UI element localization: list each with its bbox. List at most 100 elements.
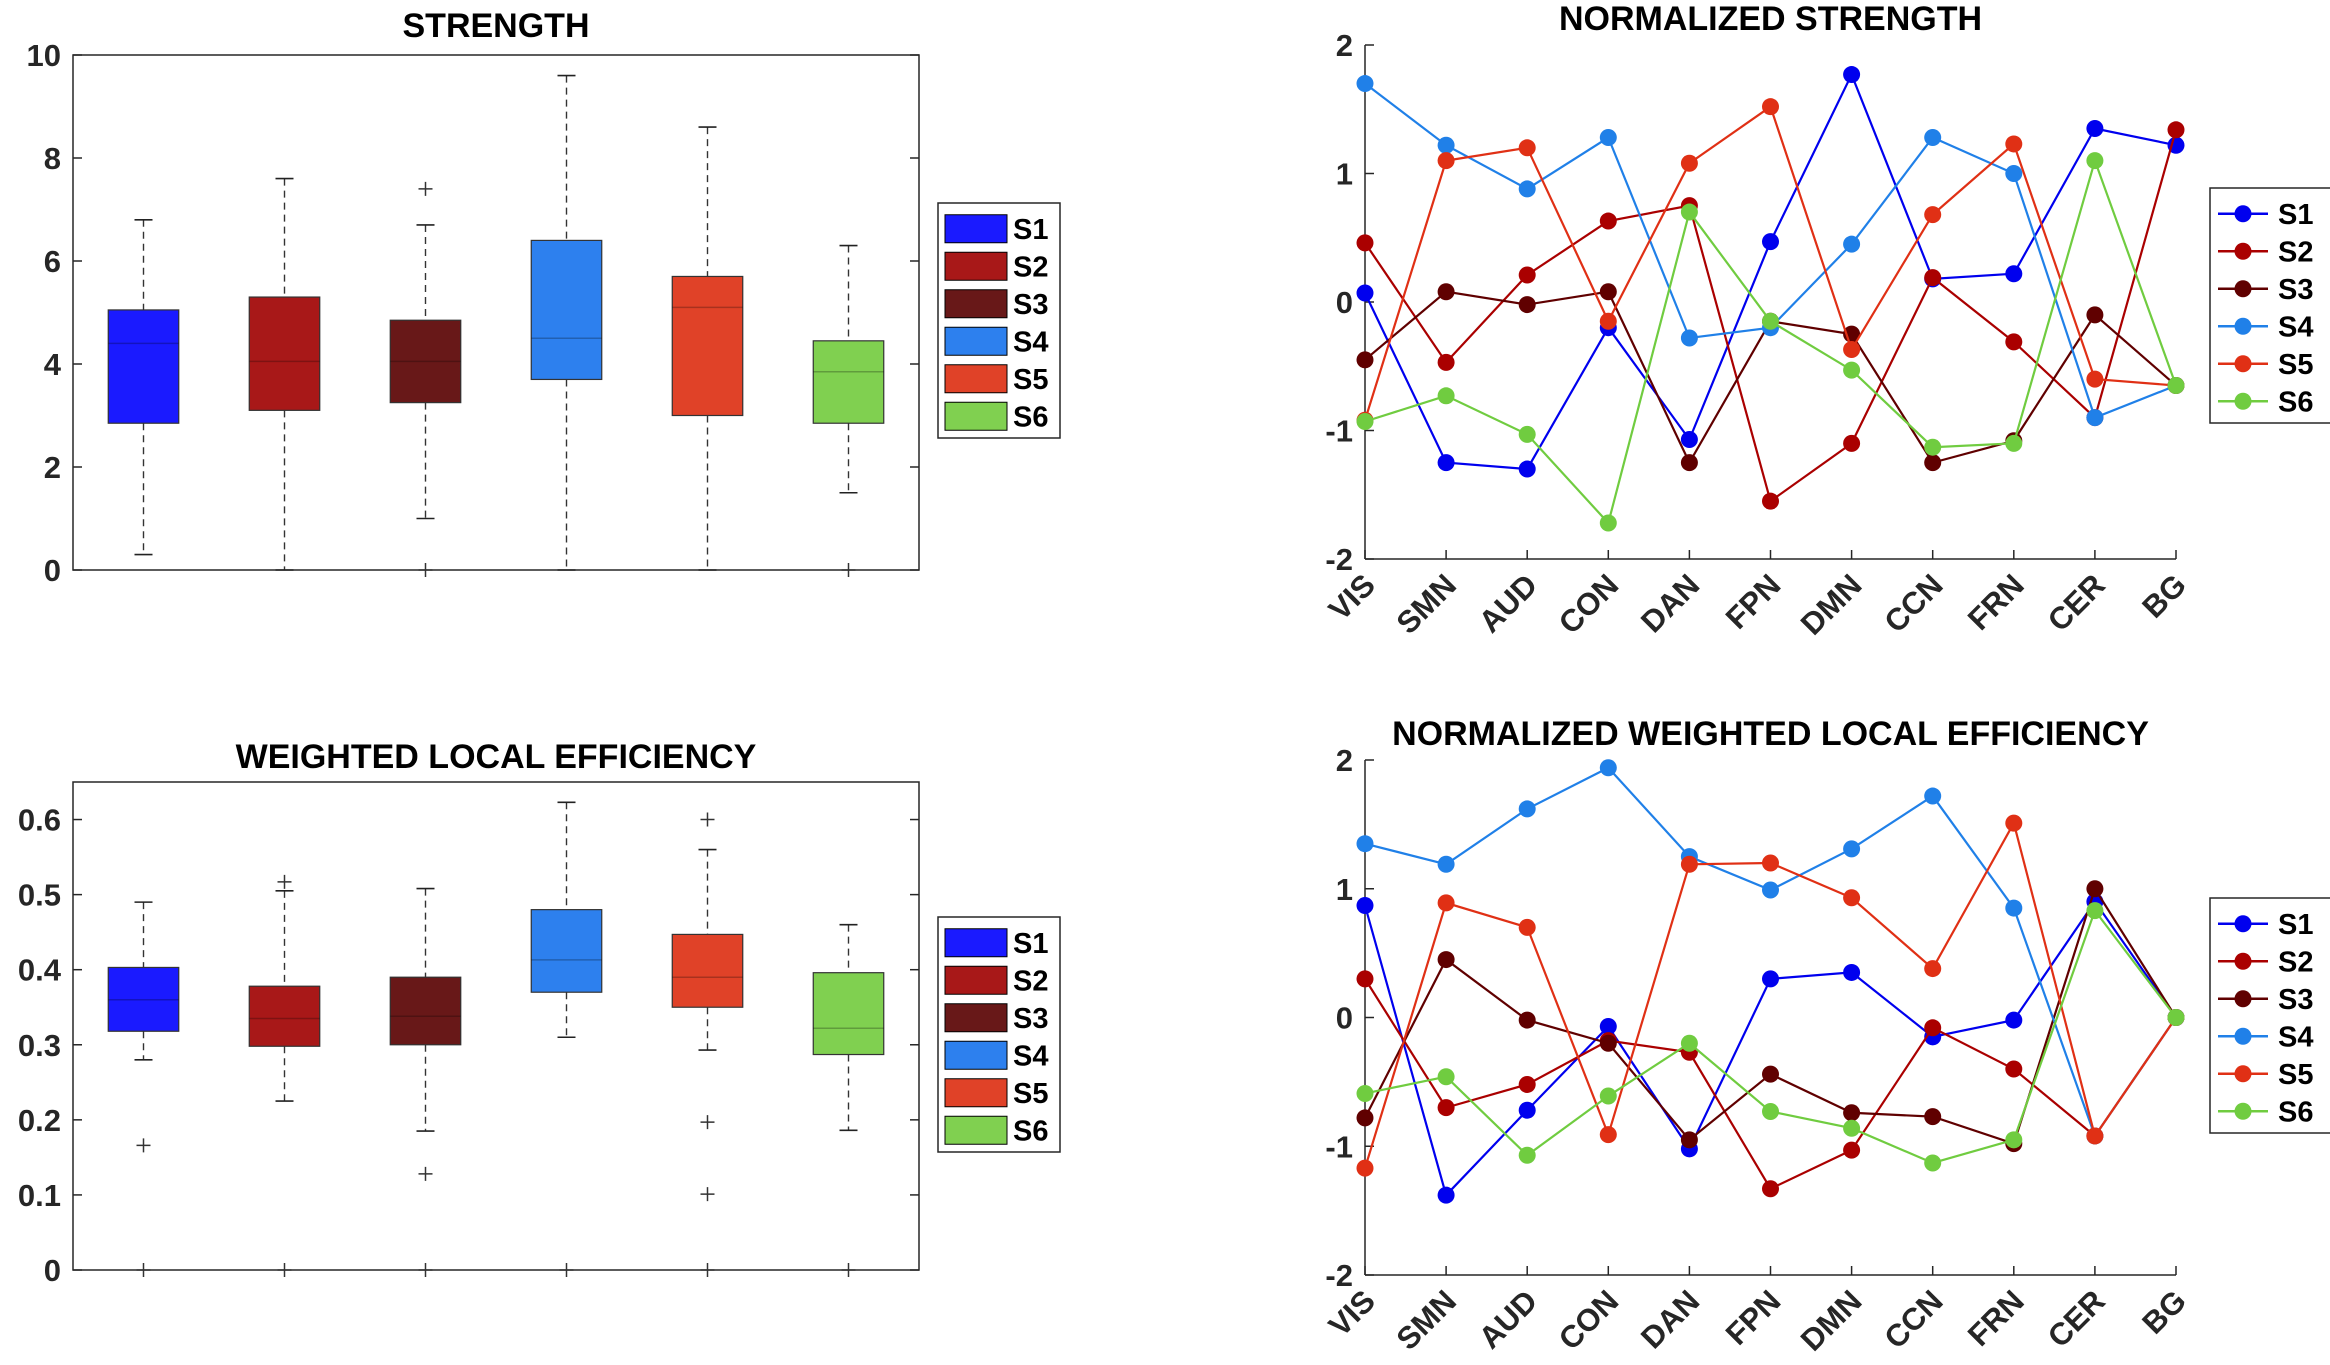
outlier-marker <box>136 1138 151 1153</box>
chart-title: NORMALIZED STRENGTH <box>1559 0 1982 38</box>
series-line <box>1364 71 2177 471</box>
series-line <box>1364 978 2177 1191</box>
legend-label: S5 <box>1013 364 1048 396</box>
legend-swatch <box>944 289 1008 319</box>
legend-label: S5 <box>1013 1078 1048 1110</box>
data-point <box>1356 1084 1374 1102</box>
data-point <box>1680 1131 1698 1149</box>
legend-label: S4 <box>2278 311 2313 343</box>
data-point <box>1762 881 1779 899</box>
data-point <box>2086 370 2104 388</box>
x-tick-label: CCN <box>1877 567 1949 639</box>
data-point <box>1356 75 1374 93</box>
legend-marker <box>2234 392 2252 410</box>
plot-frame <box>72 54 920 571</box>
outlier-marker <box>136 1263 151 1277</box>
outlier-marker <box>559 1263 574 1277</box>
box-body <box>530 909 603 993</box>
data-point <box>1356 1159 1374 1177</box>
y-tick-label: 0 <box>44 1253 61 1288</box>
legend-label: S2 <box>1013 965 1048 997</box>
data-point <box>1437 283 1455 301</box>
data-point <box>1924 1154 1942 1172</box>
y-tick-label: -1 <box>1325 414 1353 449</box>
data-point <box>1924 269 1942 287</box>
y-tick-label: -1 <box>1325 1129 1353 1164</box>
outlier-marker <box>841 563 856 577</box>
y-tick-label: 10 <box>27 38 61 73</box>
box-s6 <box>812 923 885 1277</box>
box-s5 <box>671 812 744 1277</box>
data-point <box>1518 1146 1536 1164</box>
data-point <box>1843 1104 1861 1122</box>
outlier-marker <box>277 874 292 889</box>
data-point <box>1680 454 1698 472</box>
data-point <box>1599 283 1617 301</box>
data-point <box>1762 98 1779 116</box>
data-point <box>1599 312 1617 330</box>
legend-swatch <box>944 364 1008 394</box>
box-body <box>530 239 603 381</box>
data-point <box>1356 1109 1374 1127</box>
series-line <box>1364 82 2177 420</box>
legend-swatch <box>944 401 1008 431</box>
y-tick-label: 0 <box>1336 285 1353 320</box>
legend-marker <box>2234 317 2252 335</box>
data-point <box>1437 454 1455 472</box>
legend-label: S6 <box>1013 401 1048 433</box>
series-line <box>1364 908 2177 1165</box>
strength-box-chart: STRENGTH 0 2 4 6 8 10 S1 S2 S3 S4 S5 S6 <box>27 7 1061 588</box>
data-point <box>1762 970 1779 988</box>
box-body <box>107 309 180 424</box>
data-point <box>1924 1019 1942 1037</box>
y-tick-label: 0 <box>1336 1001 1353 1036</box>
x-tick-label: DMN <box>1794 567 1869 642</box>
data-point <box>1518 918 1536 936</box>
legend-label: S6 <box>2278 1096 2313 1128</box>
legend-label: S5 <box>2278 1059 2313 1091</box>
data-point <box>2086 880 2104 898</box>
y-tick-label: 1 <box>1336 872 1353 907</box>
series-s1 <box>1356 66 2185 478</box>
series-line <box>1363 104 2177 421</box>
x-tick-label: CON <box>1552 567 1625 640</box>
data-point <box>1762 492 1779 510</box>
box-s3 <box>389 887 462 1277</box>
box-s3 <box>389 181 462 577</box>
y-tick-label: 0.4 <box>18 953 62 988</box>
legend-box <box>2209 897 2330 1134</box>
data-point <box>1518 1075 1536 1093</box>
data-point <box>2086 152 2104 170</box>
data-point <box>1518 139 1536 157</box>
y-tick-label: -2 <box>1325 1258 1353 1293</box>
data-point <box>1599 1126 1617 1144</box>
box-body <box>671 275 744 417</box>
x-tick-label: FPN <box>1719 567 1788 636</box>
legend-label: S1 <box>1013 214 1048 246</box>
outlier-marker <box>418 1263 433 1277</box>
legend-swatch <box>944 251 1008 281</box>
data-point <box>1762 233 1779 251</box>
data-point <box>1924 206 1942 224</box>
data-point <box>1437 353 1455 371</box>
data-point <box>1437 894 1455 912</box>
data-point <box>1437 1186 1455 1204</box>
data-point <box>1437 136 1455 154</box>
series-s6 <box>1356 902 2185 1172</box>
y-tick-label: 6 <box>44 244 61 279</box>
data-point <box>1924 1108 1942 1126</box>
data-point <box>1518 180 1536 198</box>
data-point <box>2086 306 2104 324</box>
data-point <box>1680 430 1698 448</box>
box-s4 <box>530 74 603 571</box>
chart-title: STRENGTH <box>403 7 590 45</box>
outlier-marker <box>700 1115 715 1130</box>
outlier-marker <box>418 563 433 577</box>
box-s2 <box>248 177 321 571</box>
data-point <box>1680 855 1698 873</box>
data-point <box>1437 855 1455 873</box>
legend-swatch <box>944 326 1008 356</box>
legend-label: S1 <box>2278 199 2313 231</box>
legend-marker <box>2234 915 2252 933</box>
